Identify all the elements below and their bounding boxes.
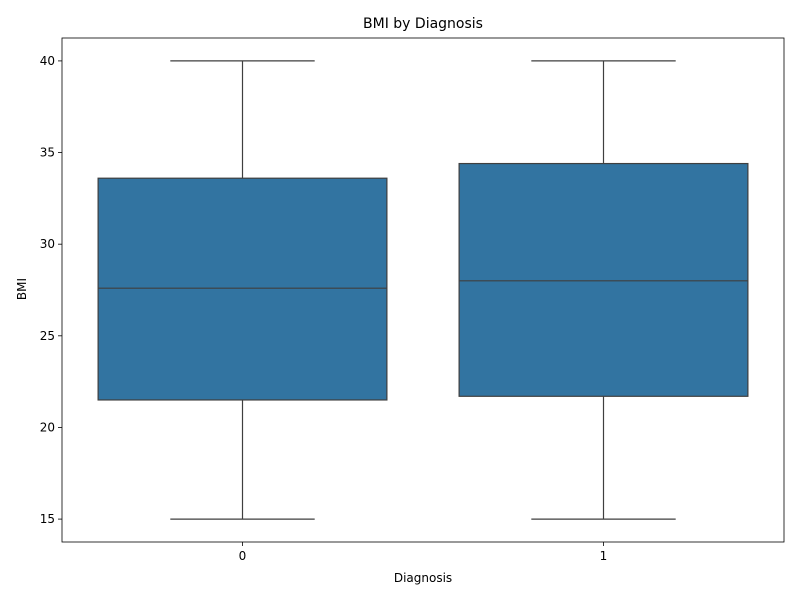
y-axis-label: BMI bbox=[15, 278, 29, 300]
plot-area bbox=[97, 60, 749, 520]
plot-frame bbox=[61, 37, 785, 543]
y-tick-label: 20 bbox=[40, 420, 55, 434]
y-tick-label: 25 bbox=[40, 329, 55, 343]
x-tick-label: 0 bbox=[239, 549, 247, 563]
y-tick-label: 15 bbox=[40, 512, 55, 526]
y-tick-label: 40 bbox=[40, 54, 55, 68]
chart-title: BMI by Diagnosis bbox=[363, 16, 483, 32]
x-axis-label: Diagnosis bbox=[394, 571, 452, 585]
y-tick-label: 35 bbox=[40, 146, 55, 160]
box-group-0 bbox=[97, 60, 388, 520]
iqr-box bbox=[97, 177, 388, 401]
box-group-1 bbox=[458, 60, 749, 520]
iqr-box bbox=[458, 162, 749, 397]
x-tick-label: 1 bbox=[600, 549, 608, 563]
y-tick-label: 30 bbox=[40, 237, 55, 251]
